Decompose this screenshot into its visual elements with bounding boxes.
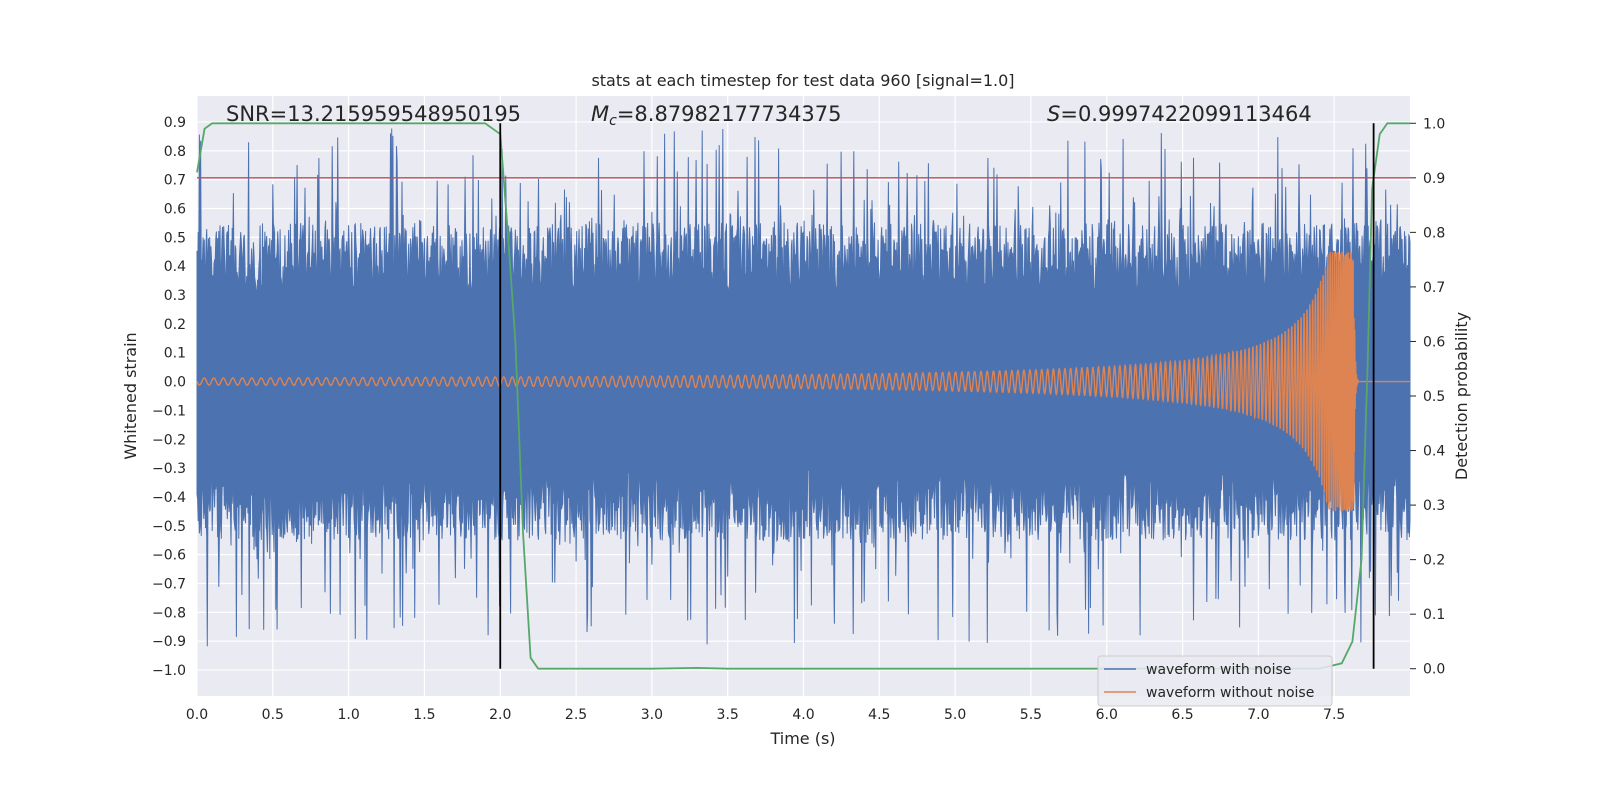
y2-tick-label: 0.2 [1423, 553, 1445, 569]
y-tick-label: 0.0 [164, 375, 186, 391]
y-tick-label: 0.2 [164, 317, 186, 333]
legend-label-clean: waveform without noise [1146, 685, 1314, 701]
y-tick-label: 0.9 [164, 115, 186, 131]
y-tick-label: 0.1 [164, 346, 186, 362]
x-tick-label: 0.5 [262, 707, 284, 723]
x-tick-label: 1.0 [337, 707, 359, 723]
y2-tick-label: 0.8 [1423, 225, 1445, 241]
chart-title: stats at each timestep for test data 960… [591, 71, 1014, 90]
y-tick-label: −0.8 [152, 605, 186, 621]
y2-tick-label: 0.1 [1423, 607, 1445, 623]
y2-tick-label: 0.9 [1423, 171, 1445, 187]
y-tick-label: 0.5 [164, 230, 186, 246]
x-tick-label: 7.5 [1323, 707, 1345, 723]
legend-box [1097, 655, 1333, 707]
y2-tick-label: 0.4 [1423, 444, 1445, 460]
annotation-s: S=0.9997422099113464 [1047, 102, 1312, 126]
y-tick-label: −0.5 [152, 519, 186, 535]
y2-tick-label: 0.0 [1423, 662, 1445, 678]
y-tick-label: 0.4 [164, 259, 186, 275]
chirp-mass-value: =8.87982177734375 [617, 102, 842, 126]
y-tick-label: −0.7 [152, 577, 186, 593]
y2-axis-label: Detection probability [1452, 312, 1471, 480]
annotation-chirp-mass: Mc=8.87982177734375 [591, 102, 842, 129]
s-value: =0.9997422099113464 [1060, 102, 1311, 126]
y2-tick-label: 0.6 [1423, 334, 1445, 350]
series-waveform-without-noise [196, 251, 1410, 512]
chirp-mass-symbol: M [591, 102, 609, 126]
chirp-mass-subscript: c [609, 113, 617, 129]
probability-line [196, 122, 1410, 670]
s-symbol: S [1047, 102, 1060, 126]
y-tick-label: −0.6 [152, 548, 186, 564]
x-tick-label: 5.0 [944, 707, 966, 723]
x-tick-label: 2.5 [565, 707, 587, 723]
y-tick-label: −0.1 [152, 403, 186, 419]
y-tick-label: −0.4 [152, 490, 186, 506]
y-tick-label: −0.9 [152, 634, 186, 650]
y2-tick-label: 1.0 [1423, 116, 1445, 132]
y2-tick-label: 0.5 [1423, 389, 1445, 405]
x-tick-label: 3.0 [641, 707, 663, 723]
tick-labels: 0.0 0.5 1.0 1.5 2.0 2.5 3.0 3.5 4.0 4.5 5.0 5.5 6.0 6… [152, 115, 1445, 723]
y-tick-label: 0.6 [164, 202, 186, 218]
x-axis-label: Time (s) [769, 729, 835, 748]
legend-label-noise: waveform with noise [1146, 662, 1291, 678]
y2-tick-label: 0.3 [1423, 498, 1445, 514]
x-tick-label: 6.5 [1171, 707, 1193, 723]
x-tick-label: 5.5 [1020, 707, 1042, 723]
x-tick-label: 3.5 [717, 707, 739, 723]
y-tick-label: −0.3 [152, 461, 186, 477]
y-axis-label: Whitened strain [121, 332, 140, 459]
legend: waveform with noise waveform without noi… [1097, 655, 1333, 707]
annotation-snr: SNR=13.215959548950195 [226, 102, 521, 126]
y2-tick-label: 0.7 [1423, 280, 1445, 296]
y-tick-label: −1.0 [152, 663, 186, 679]
x-tick-label: 2.0 [489, 707, 511, 723]
reference-lines [197, 123, 1410, 669]
x-tick-label: 7.0 [1247, 707, 1269, 723]
y-tick-label: 0.3 [164, 288, 186, 304]
y-tick-label: 0.7 [164, 173, 186, 189]
clean-waveform-line [196, 251, 1410, 512]
x-tick-label: 4.5 [868, 707, 890, 723]
x-tick-label: 6.0 [1096, 707, 1118, 723]
x-tick-label: 0.0 [186, 707, 208, 723]
y-tick-label: −0.2 [152, 432, 186, 448]
series-detection-probability [196, 122, 1410, 670]
x-tick-label: 4.0 [792, 707, 814, 723]
x-tick-label: 1.5 [413, 707, 435, 723]
y-tick-label: 0.8 [164, 144, 186, 160]
